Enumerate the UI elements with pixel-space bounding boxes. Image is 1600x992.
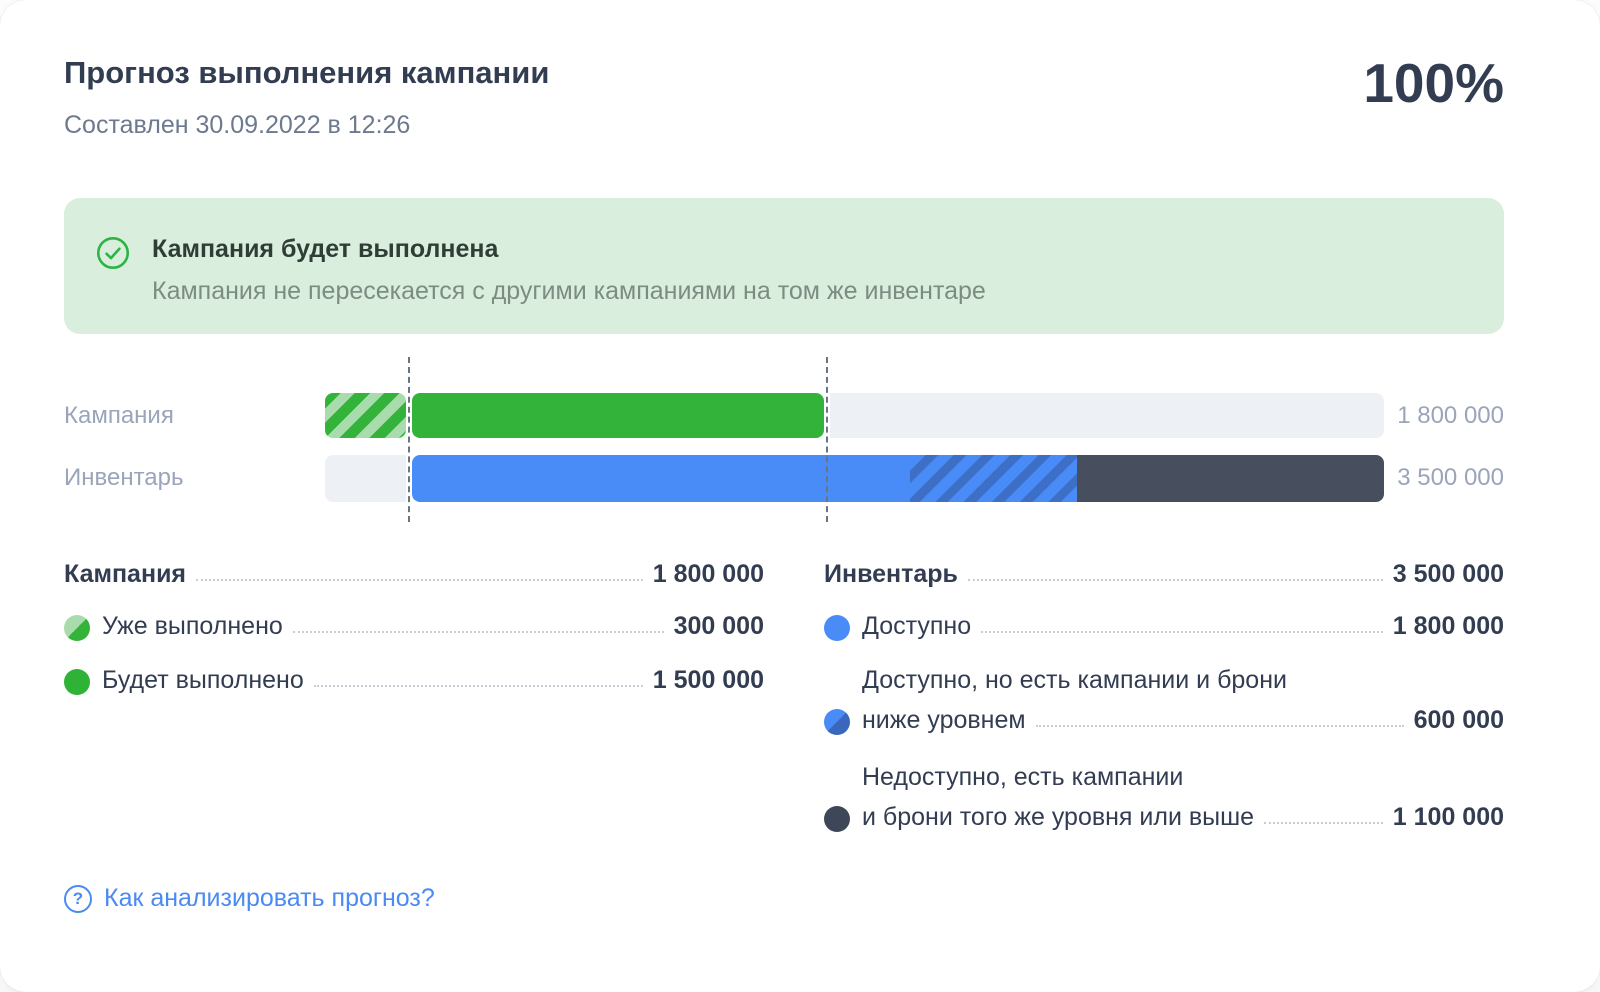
bar-segment-striped-green: [325, 393, 406, 438]
green-split-swatch-icon: [64, 615, 90, 641]
dotted-leader: [981, 631, 1383, 633]
dotted-leader: [313, 685, 643, 687]
bar-segment-track-gray: [325, 455, 406, 502]
page-title: Прогноз выполнения кампании: [64, 55, 550, 90]
bar-segment-solid-blue: [411, 455, 911, 502]
legend-item-will-be-done: Будет выполнено 1 500 000: [64, 666, 764, 695]
green-swatch-icon: [64, 669, 90, 695]
legend-inventory-header: Инвентарь 3 500 000: [824, 560, 1504, 588]
dotted-leader: [1035, 725, 1404, 727]
question-circle-icon: ?: [64, 884, 92, 913]
bar-segment-striped-blue: [910, 455, 1078, 502]
help-link[interactable]: ? Как анализировать прогноз?: [64, 884, 435, 913]
dark-swatch-icon: [824, 806, 850, 832]
dotted-leader: [967, 579, 1383, 581]
dotted-leader: [1264, 822, 1383, 824]
legend-campaign: Кампания 1 800 000 Уже выполнено 300 000…: [64, 560, 764, 695]
bar-segment-solid-green: [411, 393, 824, 438]
help-link-label: Как анализировать прогноз?: [104, 884, 435, 912]
bar-row-total-inventory: 3 500 000: [1397, 464, 1504, 491]
forecast-bars: [325, 357, 1384, 522]
inventory-bar: [325, 455, 1384, 502]
blue-split-swatch-icon: [824, 709, 850, 735]
bar-segment-track-gray: [829, 393, 1384, 438]
legend-item-unavailable: Недоступно, есть кампании и брони того ж…: [824, 763, 1504, 832]
dotted-leader: [196, 579, 643, 581]
legend-title: Кампания: [64, 560, 187, 588]
check-circle-icon: [96, 236, 130, 270]
campaign-bar: [325, 393, 1384, 438]
dotted-leader: [292, 631, 664, 633]
bar-row-total-campaign: 1 800 000: [1397, 402, 1504, 429]
legend-total: 1 800 000: [652, 560, 764, 588]
blue-swatch-icon: [824, 615, 850, 641]
banner-subtitle: Кампания не пересекается с другими кампа…: [152, 277, 986, 305]
legend-item-already-done: Уже выполнено 300 000: [64, 612, 764, 641]
fulfillment-percent: 100%: [1363, 52, 1504, 114]
status-banner: Кампания будет выполнена Кампания не пер…: [64, 198, 1504, 334]
legend-total: 3 500 000: [1392, 560, 1504, 588]
legend-title: Инвентарь: [824, 560, 958, 588]
banner-title: Кампания будет выполнена: [152, 235, 499, 263]
legend-campaign-header: Кампания 1 800 000: [64, 560, 764, 588]
bar-segment-solid-dark: [1077, 455, 1384, 502]
legend-item-available: Доступно 1 800 000: [824, 612, 1504, 641]
bar-row-label-inventory: Инвентарь: [64, 464, 184, 491]
legend-item-available-lower-level: Доступно, но есть кампании и брони ниже …: [824, 666, 1504, 735]
page-subtitle: Составлен 30.09.2022 в 12:26: [64, 111, 411, 139]
bar-row-label-campaign: Кампания: [64, 402, 174, 429]
legend-inventory: Инвентарь 3 500 000 Доступно 1 800 000 Д…: [824, 560, 1504, 832]
